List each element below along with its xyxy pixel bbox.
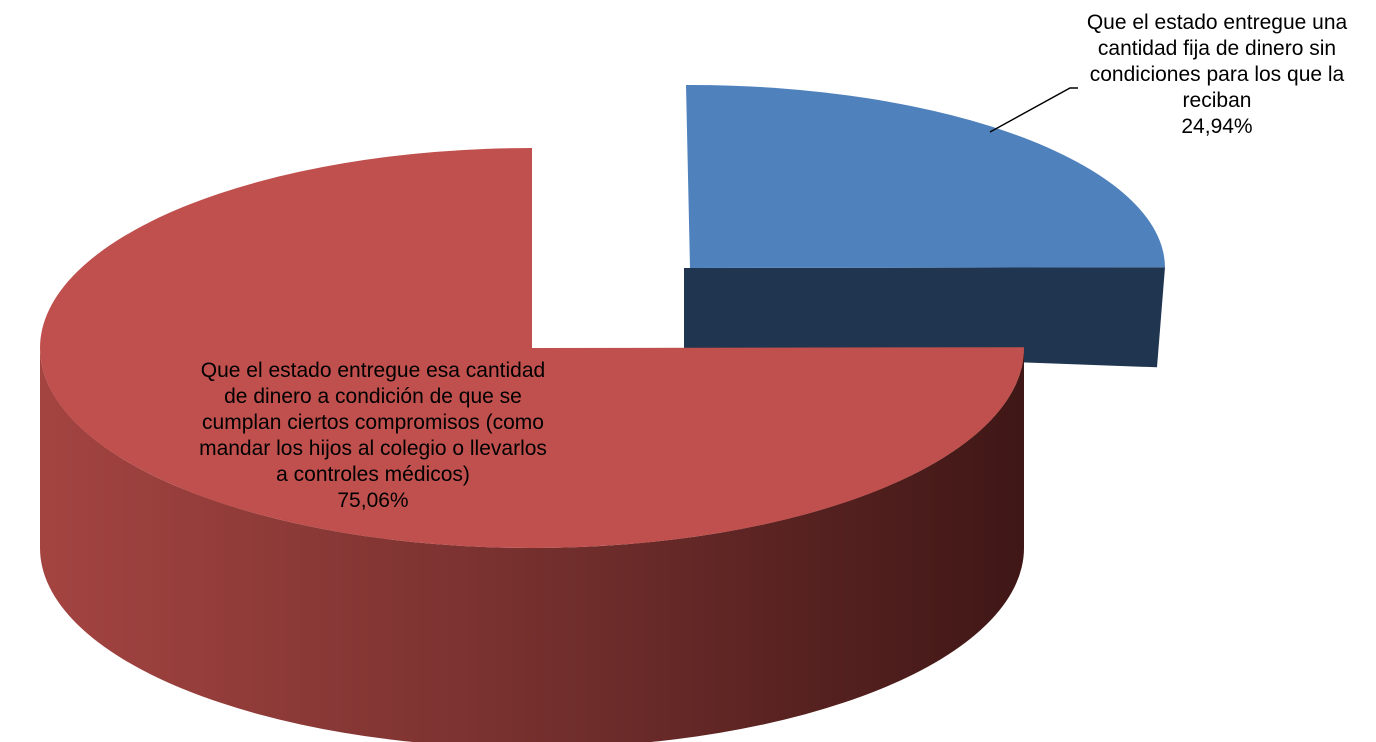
slice-label-blue: Que el estado entregue una cantidad fija… <box>1062 10 1372 140</box>
slice-label-red-text: Que el estado entregue esa cantidad de d… <box>199 359 547 486</box>
pie-slice-blue-side <box>690 267 1165 368</box>
pie-slice-red-side <box>40 348 1024 742</box>
slice-label-blue-leader-line <box>989 87 1078 133</box>
slice-label-red-value: 75,06% <box>337 489 409 512</box>
pie-slice-red <box>40 148 1025 548</box>
pie-slice-blue <box>686 84 1165 268</box>
pie-slice-blue-cut-wall <box>684 268 690 350</box>
slice-label-red: Que el estado entregue esa cantidad de d… <box>196 358 550 514</box>
slice-label-blue-value: 24,94% <box>1181 115 1253 138</box>
slice-label-blue-text: Que el estado entregue una cantidad fija… <box>1086 11 1348 112</box>
